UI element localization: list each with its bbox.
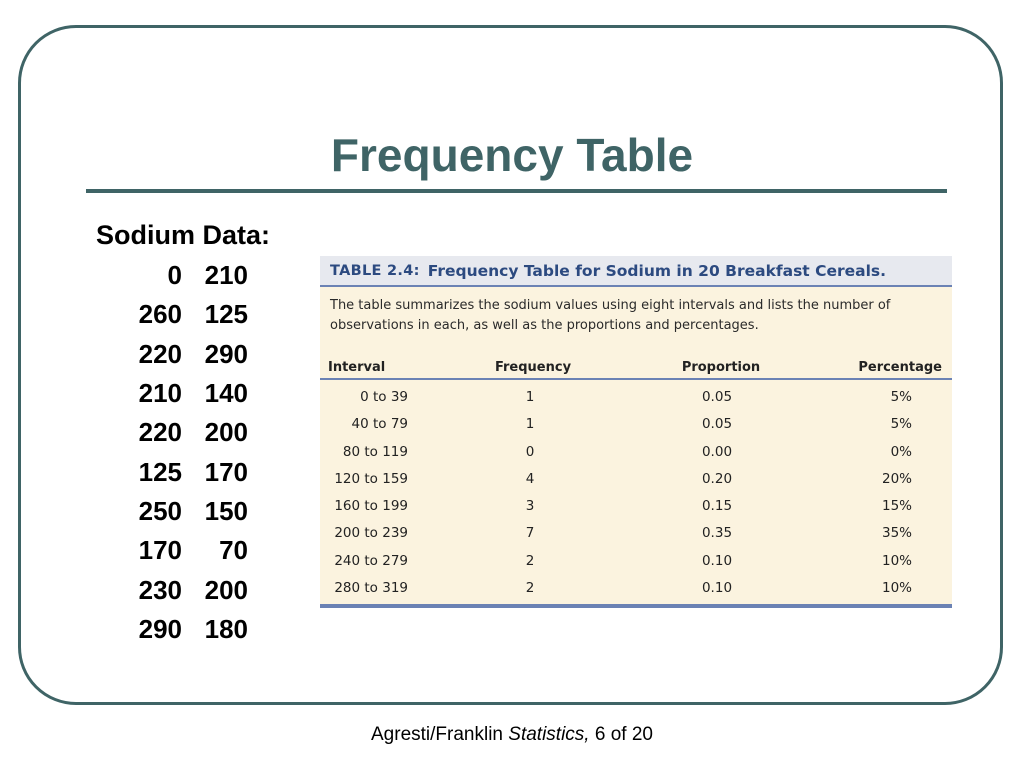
sodium-value: 0 (167, 260, 182, 291)
sodium-value: 290 (138, 613, 182, 644)
header-interval: Interval (328, 360, 386, 375)
cell-interval: 80 to 119 (342, 443, 408, 460)
sodium-value: 290 (204, 338, 248, 369)
sodium-value: 260 (138, 299, 182, 330)
cell-frequency: 4 (525, 470, 535, 487)
table-caption: Frequency Table for Sodium in 20 Breakfa… (427, 261, 887, 280)
cell-interval: 120 to 159 (334, 470, 408, 487)
sodium-row: 250 150 (118, 492, 248, 531)
cell-frequency: 1 (525, 416, 535, 433)
table-row: 280 to 319 2 0.10 10% (320, 575, 952, 602)
sodium-row: 260 125 (118, 295, 248, 334)
title-divider (86, 189, 947, 193)
cell-frequency: 2 (525, 580, 535, 597)
cell-proportion: 0.05 (701, 416, 733, 433)
table-row: 120 to 159 4 0.20 20% (320, 466, 952, 493)
table-row: 80 to 119 0 0.00 0% (320, 439, 952, 466)
sodium-value: 220 (138, 417, 182, 448)
footer-book-title: Statistics, (508, 724, 590, 745)
cell-frequency: 2 (525, 552, 535, 569)
sodium-row: 230 200 (118, 570, 248, 609)
cell-proportion: 0.10 (701, 580, 733, 597)
table-header-row: Interval Frequency Proportion Percentage (320, 354, 952, 380)
table-number: TABLE 2.4: (330, 262, 420, 279)
sodium-value: 125 (138, 456, 182, 487)
cell-proportion: 0.15 (701, 498, 733, 515)
cell-proportion: 0.05 (701, 389, 733, 405)
sodium-value: 220 (138, 338, 182, 369)
sodium-value: 250 (138, 495, 182, 526)
cell-proportion: 0.20 (701, 470, 733, 487)
sodium-row: 220 290 (118, 335, 248, 374)
table-row: 40 to 79 1 0.05 5% (320, 411, 952, 438)
cell-frequency: 3 (525, 498, 535, 515)
cell-interval: 0 to 39 (360, 389, 408, 405)
footer-authors: Agresti/Franklin (371, 724, 503, 745)
sodium-value: 140 (204, 378, 248, 409)
table-body: 0 to 39 1 0.05 5% 40 to 79 1 0.05 5% 80 to 119 0 0… (320, 384, 952, 602)
sodium-value: 230 (138, 574, 182, 605)
table-description: The table summarizes the sodium values u… (330, 298, 891, 333)
slide-frame (18, 25, 1003, 705)
sodium-row: 220 200 (118, 413, 248, 452)
slide-footer: Agresti/Franklin Statistics, 6 of 20 (0, 724, 1024, 746)
cell-percentage: 5% (890, 389, 912, 405)
sodium-value: 200 (204, 417, 248, 448)
sodium-value: 170 (138, 535, 182, 566)
sodium-value: 210 (204, 260, 248, 291)
cell-interval: 240 to 279 (334, 552, 408, 569)
slide-title: Frequency Table (330, 129, 694, 181)
header-frequency: Frequency (494, 360, 572, 375)
cell-proportion: 0.35 (701, 525, 733, 542)
table-row: 200 to 239 7 0.35 35% (320, 520, 952, 547)
cell-interval: 280 to 319 (334, 580, 408, 597)
cell-interval: 160 to 199 (334, 498, 408, 515)
cell-proportion: 0.10 (701, 552, 733, 569)
sodium-value: 70 (219, 535, 248, 566)
sodium-value: 210 (138, 378, 182, 409)
cell-proportion: 0.00 (701, 443, 733, 460)
cell-percentage: 10% (881, 580, 912, 597)
cell-interval: 200 to 239 (334, 525, 408, 542)
header-proportion: Proportion (681, 360, 761, 375)
sodium-row: 125 170 (118, 452, 248, 491)
sodium-value: 125 (204, 299, 248, 330)
cell-frequency: 1 (525, 389, 535, 405)
sodium-value: 150 (204, 495, 248, 526)
sodium-data-heading: Sodium Data: (96, 220, 271, 250)
sodium-data-list: 0 210 260 125 220 290 210 140 220 200 125 170 250 150… (118, 256, 248, 649)
table-row: 0 to 39 1 0.05 5% (320, 384, 952, 411)
sodium-value: 180 (204, 613, 248, 644)
cell-percentage: 20% (881, 470, 912, 487)
sodium-value: 200 (204, 574, 248, 605)
header-percentage: Percentage (858, 360, 942, 375)
sodium-row: 290 180 (118, 610, 248, 649)
sodium-row: 0 210 (118, 256, 248, 295)
cell-percentage: 10% (881, 552, 912, 569)
table-row: 160 to 199 3 0.15 15% (320, 493, 952, 520)
cell-frequency: 0 (525, 443, 535, 460)
cell-frequency: 7 (525, 525, 535, 542)
table-caption-bar: TABLE 2.4: Frequency Table for Sodium in… (320, 256, 952, 287)
footer-page-number: 6 of 20 (594, 724, 653, 745)
cell-percentage: 15% (881, 498, 912, 515)
sodium-row: 210 140 (118, 374, 248, 413)
sodium-row: 170 70 (118, 531, 248, 570)
frequency-table-image: TABLE 2.4: Frequency Table for Sodium in… (320, 256, 952, 608)
table-row: 240 to 279 2 0.10 10% (320, 548, 952, 575)
cell-percentage: 0% (890, 443, 912, 460)
cell-percentage: 5% (890, 416, 912, 433)
cell-interval: 40 to 79 (351, 416, 409, 433)
sodium-value: 170 (204, 456, 248, 487)
cell-percentage: 35% (881, 525, 912, 542)
